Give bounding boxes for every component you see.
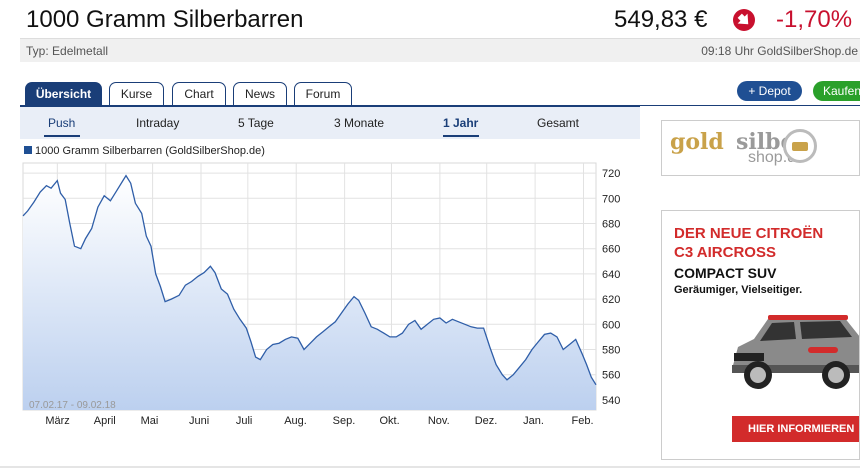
range-intraday[interactable]: Intraday [136, 116, 180, 130]
car-image [732, 315, 859, 389]
price-line [22, 174, 597, 386]
tab-kurse[interactable]: Kurse [109, 82, 164, 106]
add-to-depot-button[interactable]: + Depot [737, 81, 802, 101]
buy-button[interactable]: Kaufen [813, 81, 860, 101]
x-tick-label: Sep. [333, 415, 356, 427]
x-tick-label: Aug. [284, 415, 307, 427]
x-tick-label: Juni [189, 415, 209, 427]
tab-uebersicht[interactable]: Übersicht [25, 82, 102, 106]
range-5-tage[interactable]: 5 Tage [238, 116, 274, 130]
range-active-underline [443, 135, 479, 137]
tab-divider-right [640, 105, 860, 106]
x-tick-label: Okt. [379, 415, 399, 427]
y-tick-label: 600 [602, 319, 620, 331]
quote-source: 09:18 Uhr GoldSilberShop.de [701, 44, 858, 58]
tab-chart[interactable]: Chart [172, 82, 226, 106]
chart-legend: 1000 Gramm Silberbarren (GoldSilberShop.… [24, 145, 265, 157]
citroen-ad[interactable]: DER NEUE CITROËN C3 AIRCROSS COMPACT SUV… [661, 210, 860, 460]
goldsilbershop-logo[interactable]: gold silber shop.de [661, 120, 860, 176]
ad-cta-button[interactable]: HIER INFORMIEREN [732, 416, 859, 442]
y-tick-label: 540 [602, 395, 620, 407]
range-push[interactable]: Push [48, 116, 76, 130]
y-tick-label: 560 [602, 370, 620, 382]
chart-date-range: 07.02.17 - 09.02.18 [29, 400, 116, 411]
instrument-header: 1000 Gramm Silberbarren 549,83 € -1,70% [0, 0, 860, 38]
instrument-type: Typ: Edelmetall [26, 44, 109, 58]
price-chart-svg: 540 560 580 600 620 640 660 680 700 720 März April… [22, 162, 620, 427]
chart-range-bar: Push Intraday 5 Tage 3 Monate 1 Jahr Ges… [20, 107, 640, 139]
legend-label: 1000 Gramm Silberbarren (GoldSilberShop.… [35, 145, 265, 157]
x-tick-label: April [94, 415, 116, 427]
tab-news[interactable]: News [233, 82, 287, 106]
instrument-title: 1000 Gramm Silberbarren [26, 6, 304, 33]
range-gesamt[interactable]: Gesamt [537, 116, 580, 130]
range-1-jahr[interactable]: 1 Jahr [443, 116, 479, 130]
ad-headline-1: DER NEUE CITROËN [674, 225, 824, 242]
y-axis: 540 560 580 600 620 640 660 680 700 720 [602, 168, 620, 407]
price-area [23, 175, 596, 410]
down-arrow-circle-icon [733, 9, 755, 31]
y-tick-label: 660 [602, 244, 620, 256]
y-tick-label: 580 [602, 345, 620, 357]
x-tick-label: Nov. [428, 415, 450, 427]
y-tick-label: 640 [602, 269, 620, 281]
x-tick-label: Jan. [523, 415, 544, 427]
x-tick-label: Feb. [572, 415, 594, 427]
x-tick-label: Juli [236, 415, 253, 427]
range-3-monate[interactable]: 3 Monate [334, 116, 385, 130]
tab-divider [20, 105, 640, 107]
ad-headline-2: C3 AIRCROSS [674, 244, 776, 261]
legend-swatch [24, 146, 32, 154]
ad-subline: COMPACT SUV [674, 265, 777, 281]
x-tick-label: Dez. [475, 415, 498, 427]
last-price: 549,83 € [614, 6, 708, 33]
y-tick-label: 620 [602, 294, 620, 306]
ad-tagline: Geräumiger, Vielseitiger. [674, 284, 803, 296]
x-axis: März April Mai Juni Juli Aug. Sep. Okt. Nov. Dez.… [45, 415, 593, 427]
page-bottom-rule [0, 466, 860, 468]
coin-icon [783, 129, 817, 163]
range-push-underline [44, 135, 80, 137]
price-change: -1,70% [776, 6, 853, 33]
logo-gold: gold [670, 129, 724, 155]
x-tick-label: Mai [141, 415, 159, 427]
x-tick-label: März [45, 415, 69, 427]
tab-forum[interactable]: Forum [294, 82, 352, 106]
y-tick-label: 680 [602, 218, 620, 230]
price-chart[interactable]: 540 560 580 600 620 640 660 680 700 720 März April… [20, 160, 640, 430]
y-tick-label: 700 [602, 193, 620, 205]
y-tick-label: 720 [602, 168, 620, 180]
meta-bar: Typ: Edelmetall 09:18 Uhr GoldSilberShop… [20, 38, 860, 62]
